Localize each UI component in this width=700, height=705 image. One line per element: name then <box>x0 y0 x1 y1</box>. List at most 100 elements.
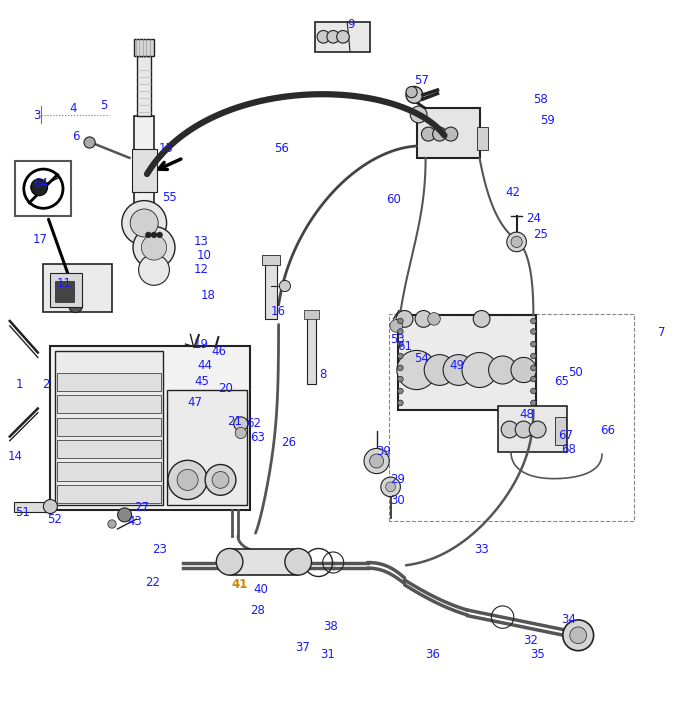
Circle shape <box>139 255 169 286</box>
Text: 57: 57 <box>414 75 429 87</box>
Text: 51: 51 <box>15 505 30 519</box>
Text: 45: 45 <box>194 375 209 388</box>
Text: 35: 35 <box>530 649 545 661</box>
Bar <box>307 315 316 384</box>
Bar <box>57 396 161 413</box>
Bar <box>416 107 480 158</box>
Text: 30: 30 <box>390 494 405 508</box>
Text: 39: 39 <box>376 446 391 458</box>
Text: 64: 64 <box>33 176 48 190</box>
Bar <box>55 281 74 302</box>
Circle shape <box>386 482 396 492</box>
Circle shape <box>122 201 167 245</box>
Bar <box>57 373 161 391</box>
Circle shape <box>234 417 248 431</box>
Text: 1: 1 <box>16 377 23 391</box>
Circle shape <box>168 460 207 500</box>
Text: 21: 21 <box>227 415 242 428</box>
Bar <box>137 56 151 116</box>
Bar <box>555 417 566 445</box>
Bar <box>57 440 161 458</box>
Circle shape <box>151 232 157 238</box>
Text: 16: 16 <box>271 305 286 319</box>
Bar <box>315 22 370 51</box>
Text: 2: 2 <box>42 377 49 391</box>
Circle shape <box>364 448 389 474</box>
Text: 5: 5 <box>100 99 107 112</box>
Circle shape <box>531 365 536 371</box>
Bar <box>477 127 488 149</box>
Text: 31: 31 <box>320 649 335 661</box>
Bar <box>50 345 250 510</box>
Bar <box>134 116 154 219</box>
Text: 54: 54 <box>414 352 429 364</box>
Circle shape <box>398 376 403 382</box>
Text: 34: 34 <box>561 613 576 627</box>
Bar <box>230 548 298 575</box>
Bar <box>15 161 71 216</box>
Circle shape <box>433 127 447 141</box>
Bar <box>57 417 161 436</box>
Circle shape <box>511 236 522 247</box>
Text: 41: 41 <box>231 578 248 591</box>
Circle shape <box>69 299 83 312</box>
Text: 37: 37 <box>295 642 310 654</box>
Text: 4: 4 <box>70 102 77 116</box>
Circle shape <box>84 137 95 148</box>
Text: 44: 44 <box>197 359 212 372</box>
Text: 59: 59 <box>540 114 555 127</box>
Circle shape <box>398 365 403 371</box>
Circle shape <box>531 376 536 382</box>
Text: 55: 55 <box>162 190 177 204</box>
Text: 3: 3 <box>33 109 40 123</box>
Circle shape <box>130 209 158 237</box>
Circle shape <box>443 355 474 386</box>
Circle shape <box>398 400 403 405</box>
Text: 9: 9 <box>348 18 355 32</box>
Bar <box>43 264 112 312</box>
Circle shape <box>212 472 229 489</box>
Bar <box>304 310 319 319</box>
Circle shape <box>398 353 403 359</box>
Circle shape <box>216 548 243 575</box>
Circle shape <box>415 310 432 327</box>
Circle shape <box>406 87 417 98</box>
Text: 40: 40 <box>253 582 268 596</box>
Circle shape <box>118 508 132 522</box>
Text: 43: 43 <box>127 515 142 529</box>
Circle shape <box>205 465 236 496</box>
Circle shape <box>337 30 349 43</box>
Circle shape <box>398 318 403 324</box>
Bar <box>262 255 280 265</box>
Text: 49: 49 <box>449 359 464 372</box>
Bar <box>134 39 154 56</box>
Bar <box>498 406 567 452</box>
Bar <box>50 274 82 307</box>
Circle shape <box>398 388 403 394</box>
Circle shape <box>428 312 440 325</box>
Circle shape <box>531 318 536 324</box>
Circle shape <box>157 232 162 238</box>
Circle shape <box>511 357 536 383</box>
Text: 56: 56 <box>274 142 289 154</box>
Text: 36: 36 <box>425 649 440 661</box>
Text: 20: 20 <box>218 382 233 396</box>
Text: 50: 50 <box>568 366 583 379</box>
Bar <box>167 390 247 505</box>
Bar <box>132 149 157 192</box>
Text: 60: 60 <box>386 193 401 207</box>
Text: 63: 63 <box>250 431 265 444</box>
Circle shape <box>529 421 546 438</box>
Circle shape <box>31 179 48 196</box>
Bar <box>55 351 163 505</box>
Circle shape <box>473 310 490 327</box>
Bar <box>57 485 161 503</box>
Text: 68: 68 <box>561 443 576 455</box>
Text: 26: 26 <box>281 436 296 448</box>
Bar <box>57 462 161 481</box>
Text: 46: 46 <box>211 345 226 357</box>
Text: 48: 48 <box>519 407 534 421</box>
Text: 29: 29 <box>390 473 405 486</box>
Circle shape <box>531 341 536 347</box>
Circle shape <box>531 388 536 394</box>
